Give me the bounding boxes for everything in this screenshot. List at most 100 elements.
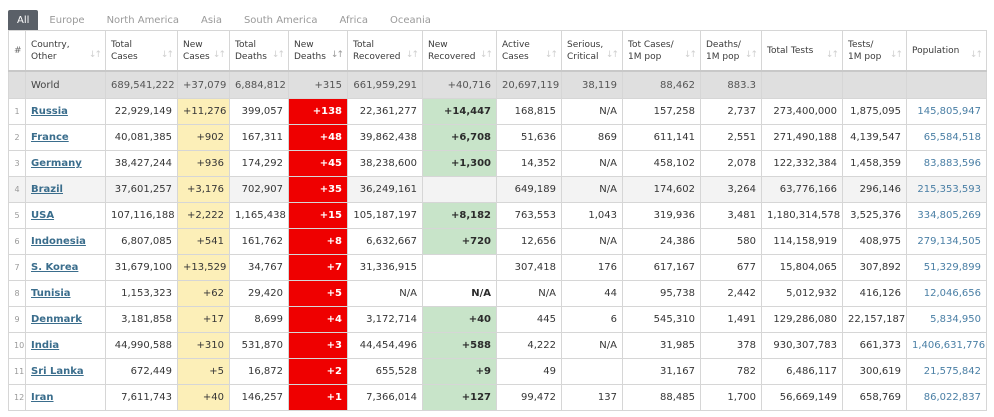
country-link[interactable]: USA: [31, 210, 55, 221]
sort-arrows-icon[interactable]: ↓↑: [544, 50, 558, 60]
active-cases-cell: 12,656: [496, 228, 562, 255]
column-header-total-tests[interactable]: Total Tests ↓↑: [761, 30, 843, 72]
tab-europe[interactable]: Europe: [49, 14, 85, 26]
total-recovered-cell: 36,249,161: [347, 176, 423, 203]
table-row: 5 USA 107,116,188 +2,222 1,165,438 +15 105,187…: [8, 202, 987, 229]
sort-arrows-icon[interactable]: ↓↑: [330, 50, 344, 60]
column-header-population[interactable]: Population ↓↑: [906, 30, 987, 72]
continent-tabs: All Europe North America Asia South America A…: [8, 10, 442, 30]
country-cell: Tunisia: [25, 280, 106, 307]
country-link[interactable]: Sri Lanka: [31, 366, 84, 377]
table-row: 10 India 44,990,588 +310 531,870 +3 44,454,496…: [8, 332, 987, 359]
world-new-cases: +37,079: [177, 70, 230, 99]
country-link[interactable]: Tunisia: [31, 288, 71, 299]
tab-oceania[interactable]: Oceania: [389, 14, 431, 26]
country-cell: Brazil: [25, 176, 106, 203]
sort-arrows-icon[interactable]: ↓↑: [683, 50, 697, 60]
world-total-cases: 689,541,222: [105, 70, 178, 99]
active-cases-cell: 14,352: [496, 150, 562, 177]
column-header-label: Total Deaths: [235, 39, 267, 62]
country-link[interactable]: Denmark: [31, 314, 82, 325]
total-cases-cell: 7,611,743: [105, 384, 178, 411]
total-tests-cell: 6,486,117: [761, 358, 843, 385]
country-link[interactable]: S. Korea: [31, 262, 79, 273]
new-deaths-cell: +45: [288, 150, 348, 177]
world-new-recovered: +40,716: [422, 70, 497, 99]
column-header-label: Total Tests: [767, 45, 814, 56]
country-link[interactable]: Germany: [31, 158, 82, 169]
total-tests-cell: 1,180,314,578: [761, 202, 843, 229]
column-header-serious-critical[interactable]: Serious, Critical ↓↑: [561, 30, 623, 72]
column-header-deaths-1m-pop[interactable]: Deaths/ 1M pop ↓↑: [700, 30, 762, 72]
country-cell: USA: [25, 202, 106, 229]
country-link[interactable]: France: [31, 132, 69, 143]
tests-1m-cell: 658,769: [842, 384, 907, 411]
tot-cases-1m-cell: 157,258: [622, 98, 701, 125]
column-header-total-recovered[interactable]: Total Recovered ↓↑: [347, 30, 423, 72]
column-header-total-cases[interactable]: Total Cases ↓↑: [105, 30, 178, 72]
column-header-active-cases[interactable]: Active Cases ↓↑: [496, 30, 562, 72]
country-link[interactable]: Brazil: [31, 184, 63, 195]
sort-arrows-icon[interactable]: ↓↑: [212, 50, 226, 60]
tests-1m-cell: 408,975: [842, 228, 907, 255]
total-deaths-cell: 34,767: [229, 254, 289, 281]
total-deaths-cell: 146,257: [229, 384, 289, 411]
total-deaths-cell: 174,292: [229, 150, 289, 177]
tab-africa[interactable]: Africa: [339, 14, 368, 26]
country-link[interactable]: Iran: [31, 392, 54, 403]
sort-arrows-icon[interactable]: ↓↑: [744, 50, 758, 60]
total-deaths-cell: 16,872: [229, 358, 289, 385]
sort-arrows-icon[interactable]: ↓↑: [969, 50, 983, 60]
tab-north-america[interactable]: North America: [106, 14, 179, 26]
world-row: World 689,541,222 +37,079 6,884,812 +315…: [8, 70, 987, 99]
world-total-recovered: 661,959,291: [347, 70, 423, 99]
sort-arrows-icon[interactable]: ↓↑: [271, 50, 285, 60]
serious-critical-cell: [561, 358, 623, 385]
serious-critical-cell: 176: [561, 254, 623, 281]
tab-all[interactable]: All: [8, 10, 39, 30]
column-header-total-deaths[interactable]: Total Deaths ↓↑: [229, 30, 289, 72]
population-cell: 12,046,656: [906, 280, 987, 307]
total-recovered-cell: 655,528: [347, 358, 423, 385]
tab-asia[interactable]: Asia: [200, 14, 222, 26]
column-header-new-cases[interactable]: New Cases ↓↑: [177, 30, 230, 72]
sort-arrows-icon[interactable]: ↓↑: [405, 50, 419, 60]
sort-arrows-icon[interactable]: ↓↑: [889, 50, 903, 60]
sort-arrows-icon[interactable]: ↓↑: [160, 50, 174, 60]
deaths-1m-cell: 3,264: [700, 176, 762, 203]
total-recovered-cell: N/A: [347, 280, 423, 307]
column-header-tot-cases-1m-pop[interactable]: Tot Cases/ 1M pop ↓↑: [622, 30, 701, 72]
column-header-label: Country, Other: [31, 39, 70, 62]
active-cases-cell: 51,636: [496, 124, 562, 151]
country-cell: Germany: [25, 150, 106, 177]
tot-cases-1m-cell: 95,738: [622, 280, 701, 307]
sort-arrows-icon[interactable]: ↓↑: [88, 50, 102, 60]
new-recovered-cell: +14,447: [422, 98, 497, 125]
sort-arrows-icon[interactable]: ↓↑: [825, 50, 839, 60]
country-link[interactable]: Russia: [31, 106, 68, 117]
tab-south-america[interactable]: South America: [243, 14, 318, 26]
column-header-: #: [8, 30, 26, 72]
total-cases-cell: 1,153,323: [105, 280, 178, 307]
row-index: 5: [8, 202, 26, 229]
world-tot-cases-1m: 88,462: [622, 70, 701, 99]
country-link[interactable]: Indonesia: [31, 236, 86, 247]
column-header-label: Total Recovered: [353, 39, 401, 62]
tot-cases-1m-cell: 31,167: [622, 358, 701, 385]
column-header-new-deaths[interactable]: New Deaths ↓↑: [288, 30, 348, 72]
column-header-new-recovered[interactable]: New Recovered ↓↑: [422, 30, 497, 72]
total-cases-cell: 3,181,858: [105, 306, 178, 333]
new-recovered-cell: +720: [422, 228, 497, 255]
column-header-label: New Cases: [183, 39, 210, 62]
total-deaths-cell: 29,420: [229, 280, 289, 307]
active-cases-cell: 307,418: [496, 254, 562, 281]
sort-arrows-icon[interactable]: ↓↑: [479, 50, 493, 60]
column-header-country-other[interactable]: Country, Other ↓↑: [25, 30, 106, 72]
country-link[interactable]: India: [31, 340, 60, 351]
sort-arrows-icon[interactable]: ↓↑: [605, 50, 619, 60]
world-serious-critical: 38,119: [561, 70, 623, 99]
total-cases-cell: 107,116,188: [105, 202, 178, 229]
tests-1m-cell: 300,619: [842, 358, 907, 385]
column-header-tests-1m-pop[interactable]: Tests/ 1M pop ↓↑: [842, 30, 907, 72]
row-index: 10: [8, 332, 26, 359]
